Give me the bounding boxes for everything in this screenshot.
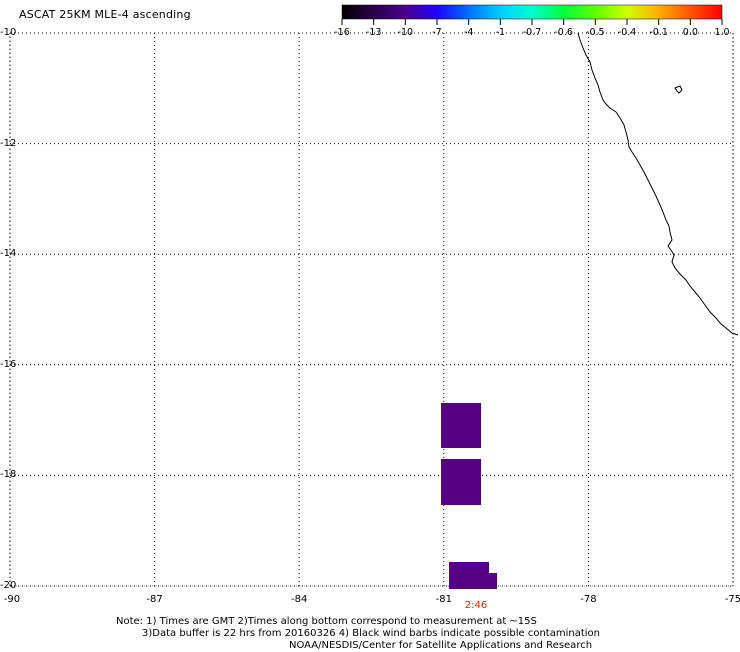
colorbar-tick-label: -4: [463, 27, 474, 38]
latitude-label: -14: [0, 248, 17, 260]
colorbar-tick-label: -1: [495, 27, 506, 38]
longitude-label: -78: [580, 594, 597, 605]
latitude-label: -10: [0, 27, 17, 38]
wind-swath-block-1: [441, 403, 481, 448]
colorbar-tick-label: -0.7: [522, 27, 542, 38]
colorbar-tick-label: -0.6: [554, 27, 573, 38]
colorbar-ticks: [341, 19, 723, 25]
longitude-label: -84: [291, 594, 308, 605]
colorbar: [341, 4, 723, 25]
wind-swath-block-2: [441, 459, 481, 505]
map-title: ASCAT 25KM MLE-4 ascending: [19, 8, 191, 21]
longitude-label: -90: [3, 594, 21, 605]
graticule: [9, 32, 734, 587]
wind-swath-block-4: [489, 573, 497, 589]
latitude-label: -16: [0, 358, 17, 370]
latitude-label: -12: [0, 137, 17, 149]
wind-swath-block-3: [449, 562, 489, 589]
longitude-label: -81: [435, 594, 452, 605]
colorbar-tick-label: -13: [365, 27, 382, 38]
island: [674, 85, 683, 94]
note-line-2: 3)Data buffer is 22 hrs from 20160326 4)…: [142, 628, 600, 639]
longitude-label: -75: [724, 594, 740, 605]
colorbar-tick-label: -10: [397, 27, 414, 38]
latitude-label: -20: [0, 580, 17, 591]
note-line-3: NOAA/NESDIS/Center for Satellite Applica…: [289, 640, 593, 651]
colorbar-tick-label: -0.5: [586, 27, 605, 38]
colorbar-tick-label: -7: [432, 27, 442, 38]
latitude-label: -18: [0, 469, 17, 481]
longitude-label: -87: [146, 594, 163, 605]
coastline: [577, 32, 739, 336]
note-line-1: Note: 1) Times are GMT 2)Times along bot…: [116, 616, 537, 627]
swath-time-label: 2:46: [464, 600, 488, 611]
map-frame: [9, 32, 734, 587]
